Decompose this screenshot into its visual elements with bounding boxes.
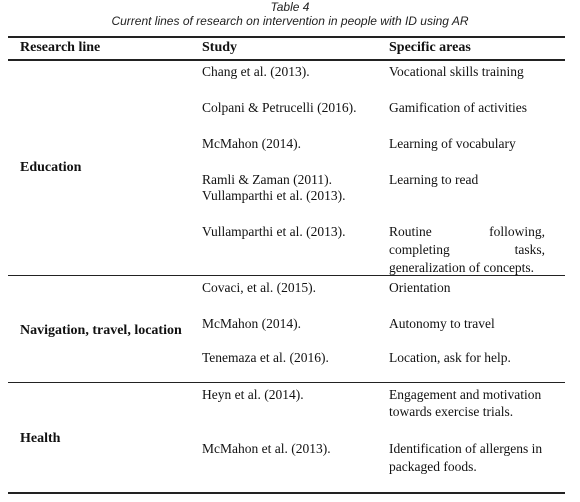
area-cell: Learning to read [389,172,479,187]
study-cell: Vullamparthi et al. (2013). [202,224,346,239]
area-cell: packaged foods. [389,459,477,474]
rule-header [8,59,565,61]
area-cell: Orientation [389,280,451,295]
rule-bottom [8,492,565,494]
area-word: completing [389,242,450,257]
table-caption-title: Table 4 [270,0,310,14]
section-label-navigation: Navigation, travel, location [20,323,182,338]
study-cell: Tenemaza et al. (2016). [202,350,329,365]
study-cell: McMahon (2014). [202,316,301,331]
study-cell: Chang et al. (2013). [202,64,310,79]
section-label-education: Education [20,160,82,175]
area-cell: Location, ask for help. [389,350,511,365]
study-cell: McMahon (2014). [202,136,301,151]
study-cell: McMahon et al. (2013). [202,441,331,456]
area-cell: Learning of vocabulary [389,136,516,151]
header-research-line: Research line [20,40,101,55]
area-cell: Gamification of activities [389,100,527,115]
header-specific-areas: Specific areas [389,40,471,55]
area-word: Routine [389,224,432,239]
area-cell: towards exercise trials. [389,404,514,419]
rule-section [8,275,565,276]
area-cell: generalization of concepts. [389,260,535,275]
header-study: Study [202,40,238,55]
area-cell: Vocational skills training [389,64,524,79]
table-caption-description: Current lines of research on interventio… [111,14,469,28]
area-word: following, [489,224,545,239]
area-cell-justified: Routine following, [389,223,545,240]
section-label-health: Health [20,431,61,446]
study-cell: Covaci, et al. (2015). [202,280,316,295]
rule-top [8,36,565,38]
area-cell: Identification of allergens in [389,441,543,456]
study-cell: Heyn et al. (2014). [202,387,304,402]
area-cell: Autonomy to travel [389,316,495,331]
area-cell-justified: completing tasks, [389,241,545,258]
area-cell: Engagement and motivation [389,387,542,402]
rule-section [8,382,565,383]
study-cell: Ramli & Zaman (2011). [202,172,332,187]
study-cell: Vullamparthi et al. (2013). [202,188,346,203]
study-cell: Colpani & Petrucelli (2016). [202,100,357,115]
area-word: tasks, [514,242,545,257]
